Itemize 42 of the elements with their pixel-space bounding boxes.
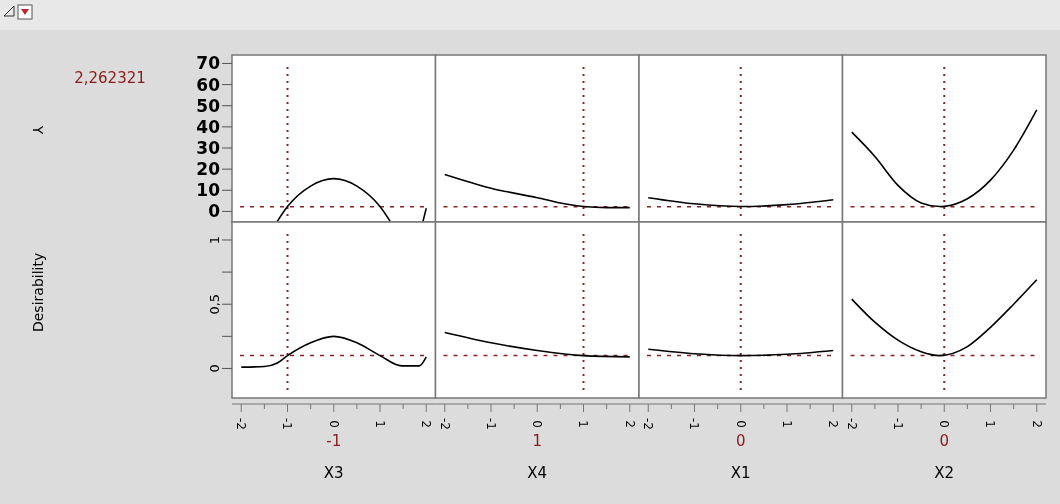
x-tick-label: 1 (576, 420, 591, 428)
x-tick-label: 2 (622, 420, 637, 428)
x-axis-title: X1 (730, 464, 751, 482)
y-tick-label: 50 (196, 95, 221, 116)
y-axis-title: Desirability (29, 252, 46, 333)
x-tick-label: -1 (687, 418, 702, 430)
text: 2,262321 (74, 69, 146, 87)
text: 0 (735, 432, 746, 450)
x-tick-label: -2 (641, 418, 656, 430)
y-tick-label: 70 (196, 53, 221, 74)
x-tick-label: 2 (419, 420, 434, 428)
text: -1 (326, 432, 342, 450)
y-tick-label: 0 (208, 201, 221, 222)
y-tick-label: 0 (206, 364, 222, 373)
x-tick-label: -2 (234, 418, 249, 430)
y-tick-label: 1 (206, 235, 222, 245)
x-tick-label: 2 (1029, 420, 1044, 428)
x-tick-label: 0 (733, 420, 748, 428)
x-tick-label: -1 (280, 418, 295, 430)
y-tick-label: 0,5 (206, 293, 222, 315)
x-tick-label: -2 (437, 418, 452, 430)
y-tick-label: 20 (196, 159, 221, 180)
x-tick-label: -1 (890, 418, 905, 430)
x-tick-label: -2 (844, 418, 859, 430)
x-axis-title: X3 (323, 464, 344, 482)
x-tick-label: 1 (372, 420, 387, 428)
x-axis-title: X2 (934, 464, 955, 482)
x-tick-label: 0 (530, 420, 545, 428)
x-axis-title: X4 (527, 464, 548, 482)
y-tick-label: 60 (196, 74, 221, 95)
x-tick-label: 0 (326, 420, 341, 428)
text: 1 (532, 432, 543, 450)
x-tick-label: 0 (937, 420, 952, 428)
y-tick-label: 10 (196, 180, 221, 201)
y-tick-label: 30 (196, 137, 221, 158)
x-tick-label: 1 (779, 420, 794, 428)
x-tick-label: -1 (483, 418, 498, 430)
x-tick-label: 1 (983, 420, 998, 428)
y-axis-title: Y (30, 124, 47, 135)
x-tick-label: 2 (826, 420, 841, 428)
text: 0 (939, 432, 950, 450)
y-tick-label: 40 (196, 116, 221, 137)
